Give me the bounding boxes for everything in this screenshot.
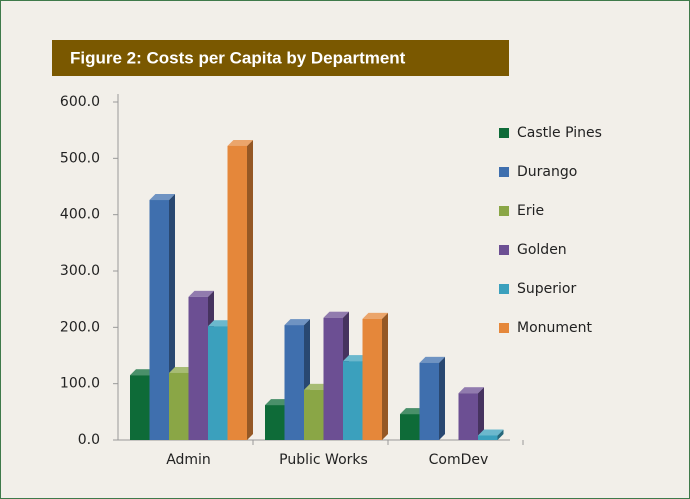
bar-top-shade — [227, 139, 253, 146]
bar-top — [362, 312, 388, 319]
bar-top — [149, 194, 175, 201]
bar-side — [382, 312, 388, 440]
legend-swatch — [499, 167, 509, 177]
y-tick-label: 0.0 — [78, 432, 100, 448]
bar-top-shade — [149, 194, 175, 201]
legend-label: Castle Pines — [517, 125, 602, 141]
bar — [208, 326, 228, 440]
y-tick-label: 500.0 — [60, 150, 100, 166]
bar-side — [439, 356, 445, 440]
bar-top-shade — [362, 312, 388, 319]
legend-swatch — [499, 245, 509, 255]
bar — [284, 325, 304, 440]
bar-side-shade — [478, 387, 484, 440]
bar-top — [343, 355, 369, 362]
bar — [304, 389, 324, 440]
bar — [362, 318, 382, 440]
bar-top-shade — [130, 369, 156, 376]
y-tick-label: 200.0 — [60, 319, 100, 335]
bar-side — [247, 139, 253, 440]
bar-top — [227, 139, 253, 146]
bar — [169, 372, 189, 440]
legend-swatch — [499, 128, 509, 138]
bar-side-shade — [439, 356, 445, 440]
bar-top — [208, 320, 234, 327]
x-tick-label: ComDev — [429, 452, 489, 468]
bar-top — [169, 366, 195, 373]
legend-swatch — [499, 206, 509, 216]
legend-label: Erie — [517, 203, 544, 219]
y-tick-label: 100.0 — [60, 376, 100, 392]
bar-top — [130, 369, 156, 376]
bar-top — [478, 429, 504, 436]
bar-top-shade — [343, 355, 369, 362]
bar-top-shade — [478, 429, 504, 436]
bar-top — [323, 311, 349, 318]
bar — [149, 200, 169, 440]
bar — [400, 414, 420, 440]
bar-side-shade — [247, 139, 253, 440]
bar-top — [188, 290, 214, 297]
legend-label: Monument — [517, 320, 593, 336]
bar-top — [304, 383, 330, 390]
bar-top — [265, 399, 291, 406]
bar-top-shade — [323, 311, 349, 318]
bar — [478, 435, 498, 440]
bar — [265, 405, 285, 440]
legend-swatch — [499, 284, 509, 294]
y-tick-label: 400.0 — [60, 207, 100, 223]
bar-top-shade — [304, 383, 330, 390]
bar-top — [458, 387, 484, 394]
bar-top-shade — [284, 319, 310, 326]
y-tick-label: 300.0 — [60, 263, 100, 279]
legend-label: Durango — [517, 164, 577, 180]
bar — [130, 375, 150, 440]
bar — [419, 362, 439, 440]
bar — [343, 361, 363, 440]
bar — [188, 296, 208, 440]
bar-top-shade — [419, 356, 445, 363]
bar-top — [284, 319, 310, 326]
bar — [323, 317, 343, 440]
x-tick-label: Admin — [166, 452, 211, 468]
legend-swatch — [499, 323, 509, 333]
bar-side — [478, 387, 484, 440]
y-tick-label: 600.0 — [60, 94, 100, 110]
bar-top-shade — [169, 366, 195, 373]
bar-top-shade — [265, 399, 291, 406]
bar-top-shade — [458, 387, 484, 394]
x-tick-label: Public Works — [279, 452, 368, 468]
bar-top — [419, 356, 445, 363]
bar — [227, 145, 247, 440]
bar-side-shade — [497, 429, 504, 440]
chart-title: Figure 2: Costs per Capita by Department — [70, 48, 406, 67]
legend-label: Superior — [517, 281, 576, 297]
bar — [458, 393, 478, 440]
bar-top-shade — [400, 408, 426, 415]
legend-label: Golden — [517, 242, 567, 258]
bar-top-shade — [208, 320, 234, 327]
bar-side — [497, 429, 504, 440]
title-banner — [52, 40, 509, 76]
bar-side-shade — [382, 312, 388, 440]
bar-top-shade — [188, 290, 214, 297]
bar-top — [400, 408, 426, 415]
